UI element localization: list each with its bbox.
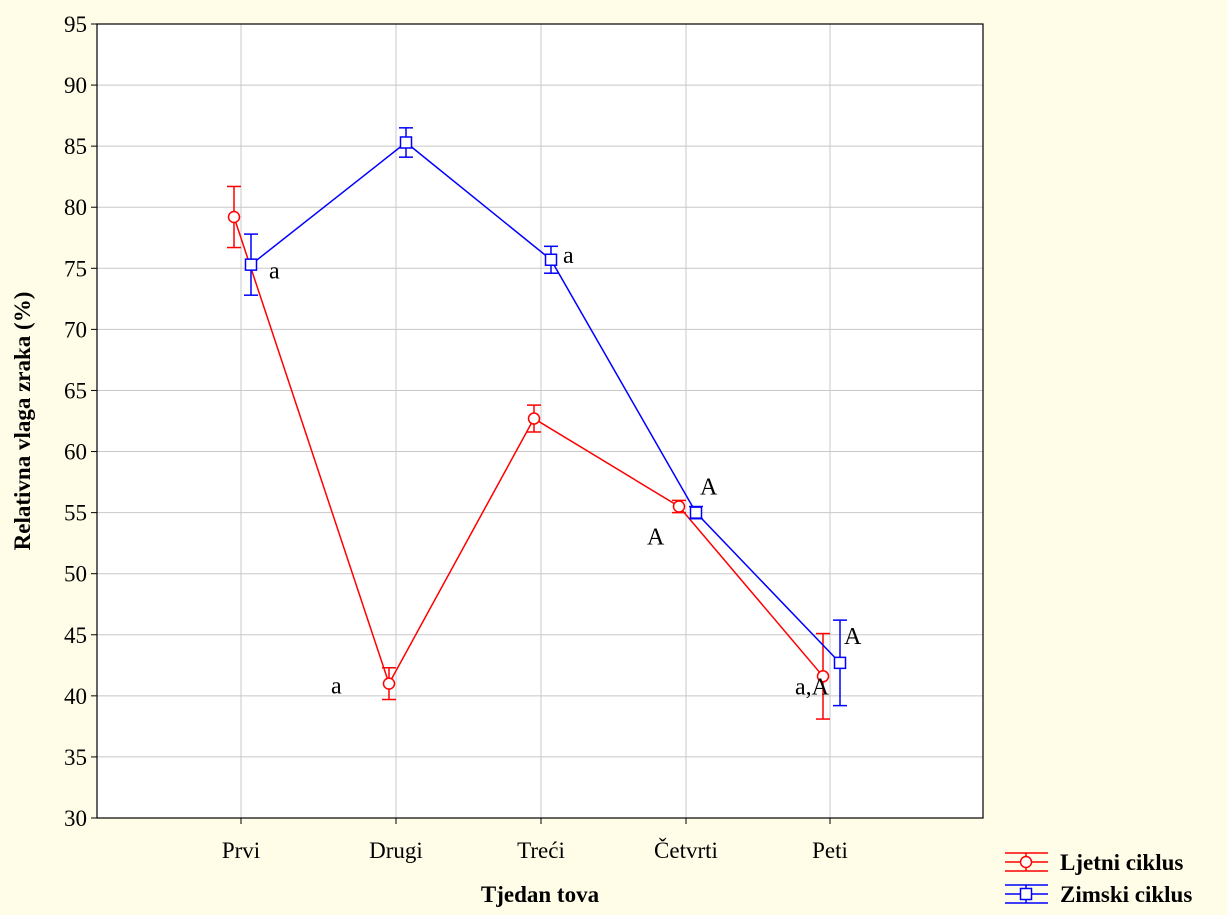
plot-frame xyxy=(96,23,984,819)
annotation-label: A xyxy=(647,525,665,551)
y-tick-label: 30 xyxy=(64,806,87,831)
x-tick-label: Drugi xyxy=(369,838,423,863)
y-tick-label: 60 xyxy=(64,440,87,465)
y-tick-label: 90 xyxy=(64,73,87,98)
y-tick-label: 85 xyxy=(64,134,87,159)
data-point xyxy=(689,506,703,519)
y-tick-label: 45 xyxy=(64,623,87,648)
annotation-label: A xyxy=(700,475,718,501)
annotation-label: a,A xyxy=(795,674,830,700)
data-point xyxy=(399,136,413,149)
annotation-label: A xyxy=(844,624,862,650)
series-zimski-ciklus: a a A A xyxy=(244,127,862,707)
data-point xyxy=(244,258,258,271)
series-ljetni-ciklus: a Aa,A xyxy=(227,185,830,720)
y-tick-label: 80 xyxy=(64,195,87,220)
x-tick-label: Peti xyxy=(812,838,848,863)
annotation-label: a xyxy=(563,243,574,269)
y-tick-label: 50 xyxy=(64,562,87,587)
y-axis-label: Relativna vlaga zraka (%) xyxy=(10,292,35,551)
annotation-label: a xyxy=(269,259,280,285)
x-tick-label: Četvrti xyxy=(654,837,718,863)
y-tick-label: 70 xyxy=(64,317,87,342)
data-point xyxy=(672,500,686,513)
x-tick-label: Treći xyxy=(517,838,565,863)
y-tick-label: 65 xyxy=(64,378,87,403)
legend-marker xyxy=(1019,855,1033,869)
data-point xyxy=(816,670,830,683)
y-tick-label: 95 xyxy=(64,12,87,37)
x-axis-label: Tjedan tova xyxy=(481,882,600,907)
legend-marker xyxy=(1019,887,1033,901)
y-tick-label: 75 xyxy=(64,256,87,281)
data-point xyxy=(527,412,541,425)
annotation-label: a xyxy=(331,674,342,700)
legend-label: Zimski ciklus xyxy=(1060,882,1192,907)
data-point xyxy=(227,210,241,224)
y-tick-label: 55 xyxy=(64,501,87,526)
y-tick-label: 35 xyxy=(64,745,87,770)
data-point xyxy=(382,677,396,690)
data-point xyxy=(544,253,558,267)
y-tick-label: 40 xyxy=(64,684,87,709)
legend-item: Zimski ciklus xyxy=(1005,882,1192,907)
data-point xyxy=(833,656,847,670)
plot-area xyxy=(97,24,983,818)
x-tick-label: Prvi xyxy=(222,838,260,863)
legend-label: Ljetni ciklus xyxy=(1060,850,1183,875)
legend-item: Ljetni ciklus xyxy=(1005,850,1183,875)
